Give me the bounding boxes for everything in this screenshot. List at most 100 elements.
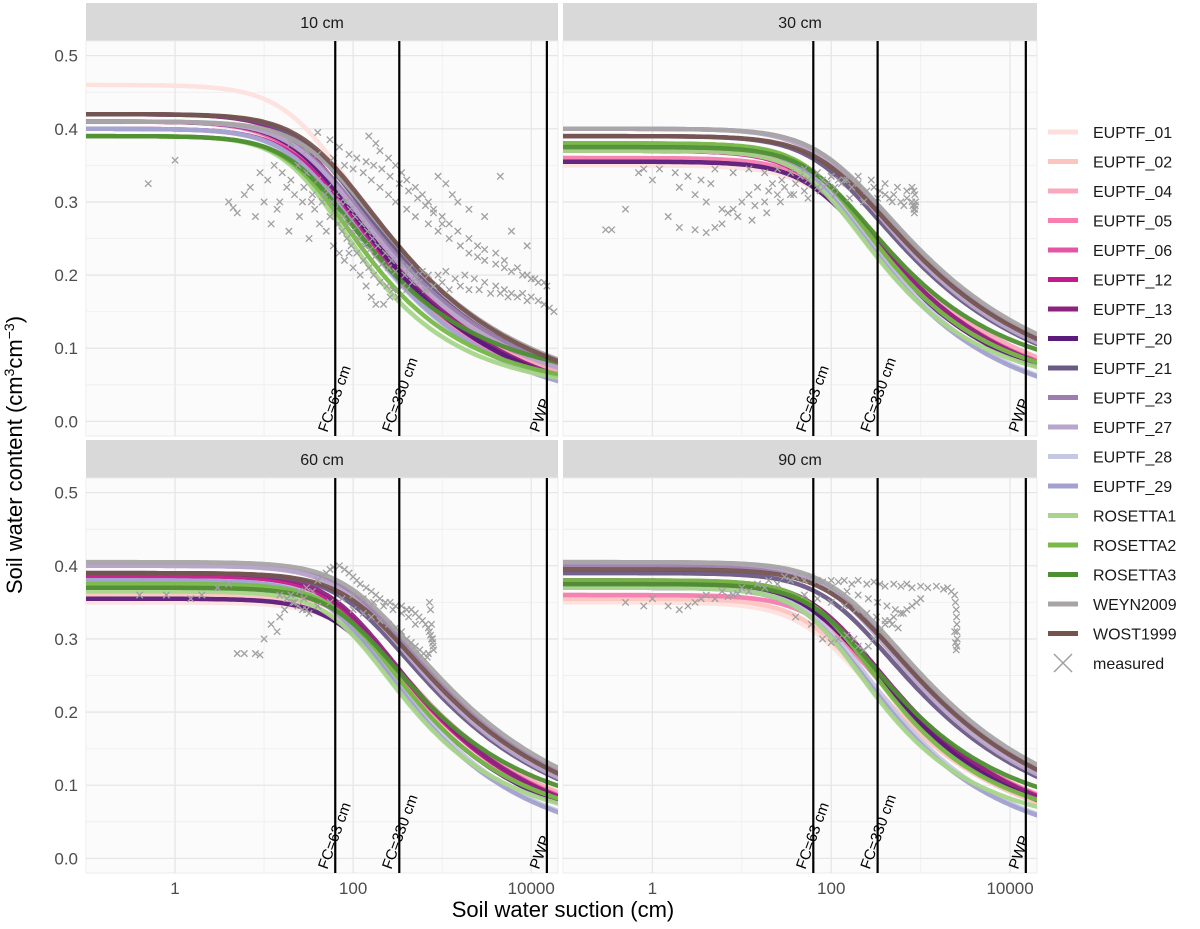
facet-strip	[86, 440, 558, 478]
measured-point	[314, 150, 322, 159]
measured-point	[424, 271, 433, 279]
measured-point	[480, 212, 489, 221]
measured-point	[518, 289, 527, 298]
y-tick-label: 0.2	[54, 703, 78, 722]
measured-point	[367, 613, 375, 621]
y-tick-label: 0.5	[54, 47, 78, 66]
measured-point	[648, 595, 657, 603]
measured-point	[492, 249, 500, 257]
measured-point	[800, 591, 808, 599]
measured-point	[718, 220, 726, 228]
measured-point	[792, 573, 800, 581]
measured-point	[748, 216, 756, 224]
measured-point	[401, 271, 409, 279]
measured-point	[343, 234, 351, 243]
measured-point	[780, 183, 789, 191]
measured-point	[675, 606, 683, 614]
measured-point	[387, 256, 396, 265]
measured-point	[300, 183, 308, 191]
legend: EUPTF_01 EUPTF_02 EUPTF_04 EUPTF_05 EUPTF_06…	[1048, 125, 1177, 673]
measured-point	[389, 286, 397, 294]
y-tick-label: 0.2	[54, 266, 78, 285]
measured-point	[365, 132, 373, 140]
measured-point	[790, 190, 798, 199]
x-tick-label: 1	[170, 879, 179, 898]
measured-point	[765, 187, 773, 195]
measured-point	[697, 176, 705, 184]
measured-point	[843, 587, 851, 596]
measured-point	[339, 212, 348, 221]
measured-point	[760, 169, 769, 177]
measured-point	[890, 613, 898, 621]
measured-point	[881, 582, 889, 590]
measured-point	[335, 562, 343, 570]
legend-item-rosetta2: ROSETTA2	[1048, 538, 1176, 555]
measured-point	[834, 578, 842, 586]
measured-point	[340, 161, 349, 170]
measured-point	[349, 591, 357, 599]
measured-point	[867, 176, 875, 184]
measured-point	[276, 198, 284, 206]
curve-weyn2009	[563, 126, 1037, 337]
measured-point	[903, 194, 911, 202]
measured-point	[302, 147, 311, 155]
measured-point	[273, 205, 281, 213]
measured-point	[854, 179, 862, 188]
facet-title: 30 cm	[778, 15, 822, 32]
measured-point	[391, 161, 400, 170]
gridlines	[86, 478, 558, 873]
measured-point	[760, 584, 769, 592]
measured-point	[910, 187, 918, 195]
measured-point	[480, 245, 489, 254]
measured-point	[251, 649, 260, 658]
measured-point	[368, 234, 377, 243]
legend-label: EUPTF_27	[1093, 420, 1172, 437]
measured-point	[897, 582, 905, 590]
legend-item-euptf_12: EUPTF_12	[1048, 273, 1172, 290]
measured-point	[353, 249, 361, 257]
measured-points	[602, 165, 920, 237]
measured-point	[751, 201, 759, 210]
measured-point	[403, 176, 411, 184]
measured-point	[356, 580, 364, 588]
measured-point	[335, 143, 343, 151]
measured-point	[224, 580, 233, 588]
measured-point	[359, 169, 367, 177]
y-tick-label: 0.4	[54, 557, 78, 576]
facet-title: 60 cm	[300, 452, 344, 469]
y-axis-title: Soil water content (cm3cm−3)	[1, 316, 27, 594]
facet-panels: 10 cm0.00.10.20.30.40.5FC=63 cm FC=330 cm…	[54, 3, 1038, 898]
facet-strip	[86, 3, 558, 41]
measured-point	[305, 609, 313, 617]
measured-point	[314, 176, 322, 184]
measured-point	[473, 253, 482, 261]
measured-point	[492, 260, 500, 268]
measured-point	[800, 576, 808, 585]
measured-point	[341, 198, 350, 206]
measured-point	[429, 282, 438, 290]
measured-point	[953, 635, 961, 643]
measured-point	[376, 183, 384, 191]
measured-point	[859, 646, 868, 654]
measured-point	[456, 242, 464, 250]
x-tick-label: 100	[339, 879, 367, 898]
legend-item-euptf_28: EUPTF_28	[1048, 450, 1172, 467]
x-tick-label: 10000	[508, 879, 555, 898]
measured-point	[917, 582, 925, 590]
measured-point	[348, 227, 356, 235]
measured-point	[289, 598, 297, 607]
curve-wost1999	[563, 567, 1037, 773]
measured-point	[655, 165, 664, 173]
measured-point	[863, 187, 871, 195]
legend-label: WEYN2009	[1093, 597, 1177, 614]
legend-label: EUPTF_20	[1093, 332, 1172, 349]
measured-point	[465, 249, 473, 257]
measured-point	[813, 576, 822, 585]
measured-point	[711, 165, 719, 173]
measured-point	[734, 212, 742, 221]
measured-point	[308, 587, 317, 596]
measured-point	[707, 179, 715, 188]
legend-item-euptf_05: EUPTF_05	[1048, 214, 1172, 231]
measured-point	[702, 228, 710, 237]
